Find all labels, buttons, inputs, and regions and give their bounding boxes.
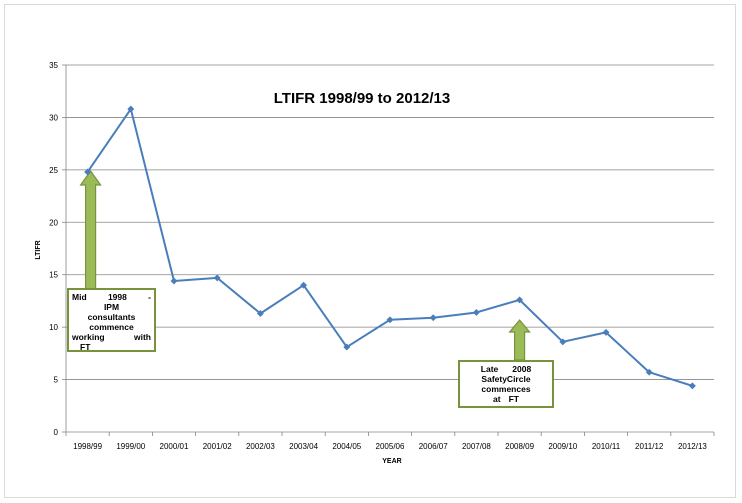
data-point — [256, 309, 264, 318]
annotation-word: commences — [481, 384, 531, 394]
x-tick-label: 2002/03 — [246, 442, 275, 451]
series-line — [86, 108, 693, 387]
y-tick-label: 20 — [49, 218, 58, 227]
y-tick-label: 35 — [49, 61, 58, 70]
annotation-word: IPM — [103, 302, 120, 312]
annotation-line: at FT — [463, 394, 549, 404]
annotation-word: working — [72, 332, 105, 342]
annotation-word: 2008 — [512, 364, 532, 374]
x-tick-labels: 1998/99 1999/00 2000/01 2001/02 2002/03 2003/… — [73, 442, 707, 451]
x-tick-label: 2003/04 — [289, 442, 318, 451]
annotation-word: commence — [89, 322, 134, 332]
annotation-word: Late — [480, 364, 499, 374]
y-tick-labels: 0 5 10 15 20 25 30 35 — [49, 61, 58, 437]
data-point — [645, 368, 653, 376]
y-tick-label: 10 — [49, 323, 58, 332]
annotation-arrow — [508, 319, 531, 361]
x-tick-label: 2006/07 — [419, 442, 448, 451]
data-point — [300, 281, 308, 289]
data-point — [170, 277, 178, 285]
x-tick-label: 2012/13 — [678, 442, 707, 451]
x-tick-label: 2009/10 — [548, 442, 577, 451]
y-tick-label: 0 — [54, 428, 59, 437]
annotation-line: commence — [72, 322, 151, 332]
annotation-arrow — [79, 169, 102, 290]
data-point — [386, 316, 394, 324]
annotation-arrows — [79, 169, 531, 361]
data-point — [343, 343, 351, 351]
annotation-word: at — [493, 394, 501, 404]
annotation-word: Mid — [72, 292, 87, 302]
annotation-line: IPM — [72, 302, 151, 312]
x-tick-label: 1998/99 — [73, 442, 102, 451]
data-point — [84, 168, 92, 176]
x-tick-label: 2010/11 — [592, 442, 621, 451]
x-tick-label: 2004/05 — [332, 442, 361, 451]
annotation-line: Late 2008 — [463, 364, 549, 374]
x-axis-title: YEAR — [382, 458, 401, 465]
y-tick-label: 5 — [54, 376, 59, 385]
annotation-line: FT — [72, 342, 151, 352]
data-point — [688, 382, 696, 390]
title-gap — [296, 48, 336, 50]
annotation-word: 1998 — [107, 292, 127, 302]
data-point — [559, 338, 567, 346]
chart-frame — [4, 4, 736, 498]
x-tick-label: 2005/06 — [376, 442, 405, 451]
data-point — [602, 328, 610, 336]
annotation-safetycircle: Late 2008 SafetyCircle commences at FT — [458, 360, 554, 408]
x-tick-label: 2000/01 — [160, 442, 189, 451]
annotation-word: - — [148, 292, 151, 302]
data-point — [516, 296, 524, 304]
data-point — [213, 274, 221, 282]
y-tick-label: 15 — [49, 271, 58, 280]
data-point — [472, 308, 480, 317]
y-axis-title: LTIFR — [35, 240, 42, 259]
x-tick-label: 2008/09 — [505, 442, 534, 451]
annotation-line: commences — [463, 384, 549, 394]
annotation-word: FT — [508, 394, 519, 404]
y-tick-label: 30 — [49, 113, 58, 122]
annotation-word: SafetyCircle — [481, 374, 531, 384]
annotation-line: working with — [72, 332, 151, 342]
x-tick-label: 1999/00 — [116, 442, 145, 451]
annotation-line: Mid 1998 - — [72, 292, 151, 302]
annotation-ipm-consultants: Mid 1998 - IPM consultants commence working wit… — [67, 288, 156, 352]
x-tick-label: 2001/02 — [203, 442, 232, 451]
gridlines — [62, 64, 715, 436]
data-point — [127, 105, 135, 113]
series-ltifr — [84, 105, 696, 390]
annotation-line: consultants — [72, 312, 151, 322]
annotation-word: FT — [80, 342, 91, 352]
annotation-line: SafetyCircle — [463, 374, 549, 384]
annotation-word: with — [134, 332, 151, 342]
data-point — [429, 314, 437, 322]
y-tick-label: 25 — [49, 166, 58, 175]
annotation-word: consultants — [87, 312, 136, 322]
x-tick-label: 2007/08 — [462, 442, 491, 451]
chart-title: LTIFR 1998/99 to 2012/13 — [274, 90, 450, 107]
x-tick-label: 2011/12 — [635, 442, 664, 451]
